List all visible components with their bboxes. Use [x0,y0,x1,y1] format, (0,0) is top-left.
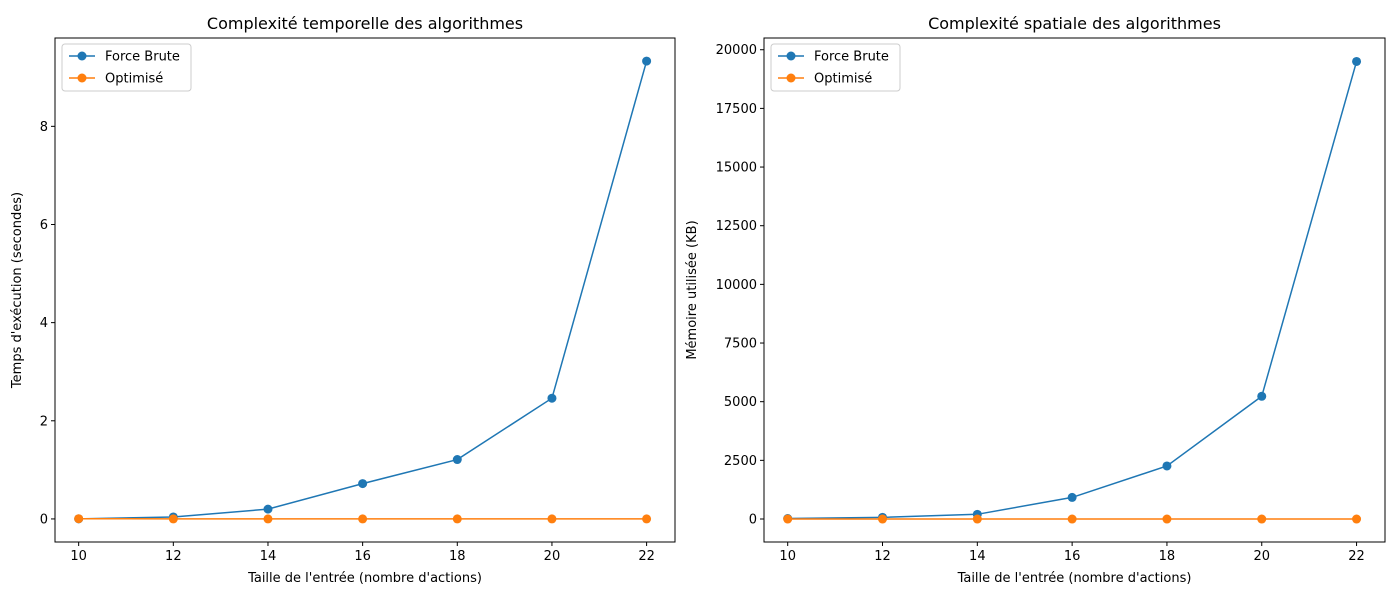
legend-label: Optimisé [105,72,163,87]
x-tick-label: 20 [544,549,561,564]
legend: Force Brute Optimisé [61,43,192,92]
x-tick-label: 16 [1064,549,1081,564]
data-point [1257,391,1267,401]
data-point [1352,56,1362,66]
data-point [263,504,273,514]
y-tick-label: 4 [40,316,48,331]
y-tick-label: 8 [40,120,48,135]
data-point [74,514,84,524]
data-point [1067,492,1077,502]
data-point [358,514,368,524]
y-tick-label: 10000 [716,278,757,293]
y-tick-label: 17500 [716,102,757,117]
legend-label: Force Brute [105,50,180,65]
y-tick-label: 12500 [716,219,757,234]
legend: Force Brute Optimisé [770,43,901,92]
series-line-1 [78,60,648,520]
plot-area [54,37,676,543]
x-tick-label: 22 [638,549,655,564]
data-point [1257,514,1267,524]
legend-marker [77,73,87,83]
y-tick-label: 7500 [724,337,757,352]
x-tick-label: 12 [874,549,891,564]
y-tick-label: 2500 [724,454,757,469]
data-point [878,514,888,524]
chart-title: Complexité temporelle des algorithmes [207,14,523,33]
x-tick-label: 10 [70,549,87,564]
data-point [642,514,652,524]
data-point [1162,461,1172,471]
x-tick-label: 16 [354,549,371,564]
x-tick-label: 18 [1159,549,1176,564]
x-tick-label: 12 [165,549,182,564]
data-point [547,514,557,524]
y-axis-label: Temps d'exécution (secondes) [10,192,25,389]
x-axis-label: Taille de l'entrée (nombre d'actions) [957,571,1192,586]
chart-panel-2: Complexité spatiale des algorithmes 10 12 1… [685,14,1386,586]
legend-marker [77,51,87,61]
legend-label: Force Brute [814,50,889,65]
data-point [358,479,368,489]
data-point [547,393,557,403]
data-point [168,514,178,524]
x-tick-label: 22 [1348,549,1365,564]
x-axis-label: Taille de l'entrée (nombre d'actions) [247,571,482,586]
data-point [1067,514,1077,524]
legend-marker [786,73,796,83]
x-tick-label: 14 [260,549,277,564]
x-tick-label: 20 [1253,549,1270,564]
data-point [1162,514,1172,524]
x-tick-label: 10 [779,549,796,564]
chart-title: Complexité spatiale des algorithmes [928,14,1221,33]
data-point [263,514,273,524]
y-tick-label: 15000 [716,161,757,176]
y-axis-label: Mémoire utilisée (KB) [685,220,700,359]
legend-marker [786,51,796,61]
x-tick-label: 18 [449,549,466,564]
data-point [1352,514,1362,524]
chart-panel-1: Complexité temporelle des algorithmes 10 1… [10,14,676,586]
y-tick-label: 5000 [724,395,757,410]
y-tick-label: 20000 [716,43,757,58]
data-point [452,455,462,465]
data-point [972,514,982,524]
plot-area [763,37,1386,543]
y-tick-label: 2 [40,414,48,429]
data-point [783,514,793,524]
legend-label: Optimisé [814,72,872,87]
x-tick-label: 14 [969,549,986,564]
y-tick-label: 6 [40,218,48,233]
y-tick-label: 0 [749,513,757,528]
series-line-1 [787,61,1358,520]
y-tick-label: 0 [40,512,48,527]
data-point [452,514,462,524]
data-point [642,56,652,66]
